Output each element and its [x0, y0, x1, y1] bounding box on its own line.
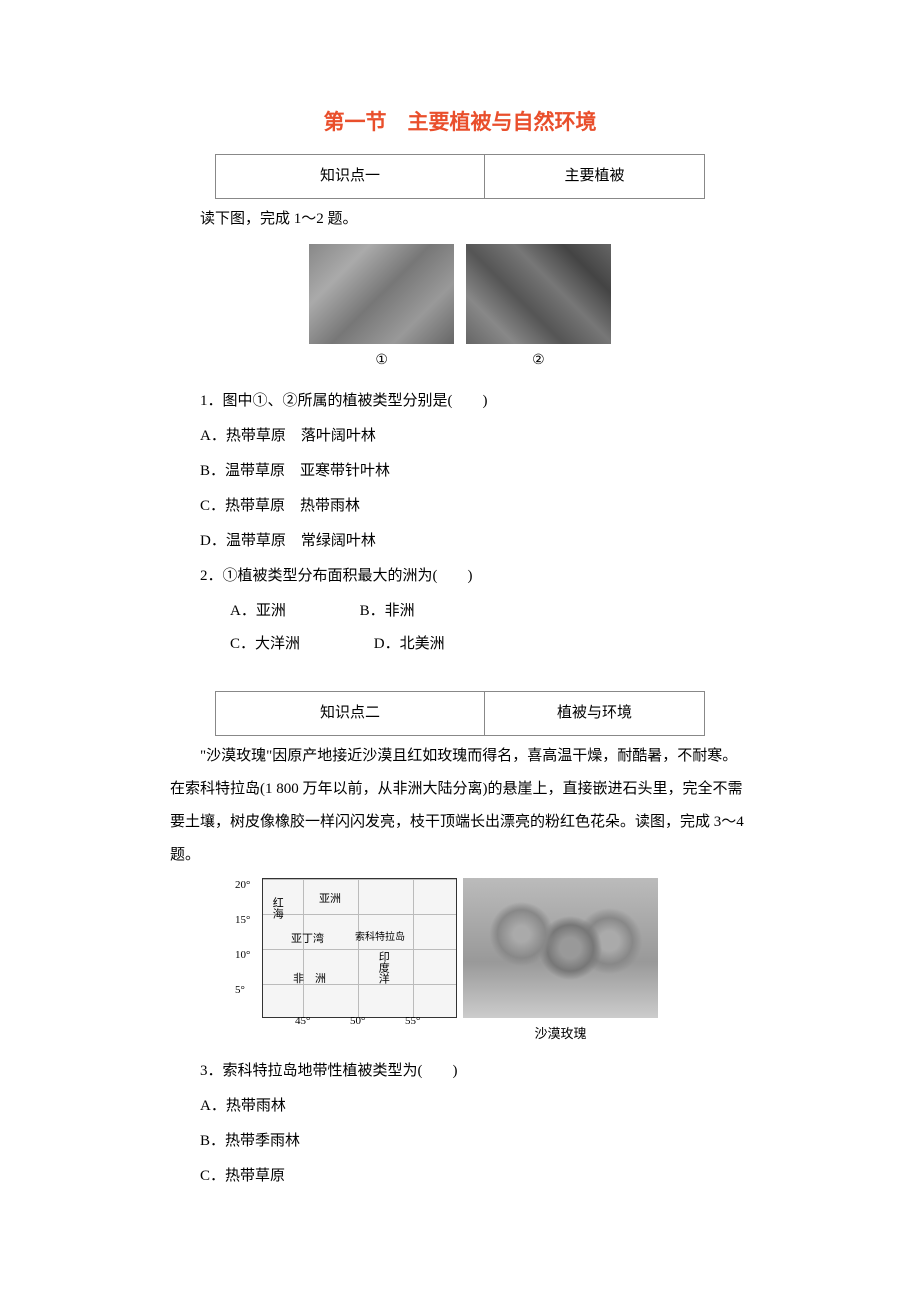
kp2-label: 知识点二: [216, 691, 485, 735]
q2-option-c: C．大洋洲: [200, 628, 300, 661]
figure-row-1: ① ②: [170, 244, 750, 377]
section-title: 第一节 主要植被与自然环境: [170, 100, 750, 146]
q1-option-a: A．热带草原 落叶阔叶林: [170, 420, 750, 453]
figure-row-2: 20° 15° 10° 5° 45° 50° 55° 亚洲 红海 亚丁湾 索科特…: [170, 878, 750, 1049]
q1-option-d: D．温带草原 常绿阔叶林: [170, 525, 750, 558]
q1-option-b: B．温带草原 亚寒带针叶林: [170, 455, 750, 488]
knowledge-point-1-table: 知识点一 主要植被: [215, 154, 705, 199]
q2-option-a: A．亚洲: [200, 595, 286, 628]
label-socotra: 索科特拉岛: [355, 927, 405, 949]
knowledge-point-2-table: 知识点二 植被与环境: [215, 691, 705, 736]
label-redsea: 红海: [265, 897, 289, 919]
label-asia: 亚洲: [319, 887, 341, 911]
lat-20: 20°: [235, 873, 250, 897]
q3-option-b: B．热带季雨林: [170, 1125, 750, 1158]
lon-45: 45°: [295, 1009, 310, 1033]
figure-2-caption: ②: [466, 346, 611, 377]
lat-15: 15°: [235, 908, 250, 932]
map-image: 20° 15° 10° 5° 45° 50° 55° 亚洲 红海 亚丁湾 索科特…: [262, 878, 457, 1018]
rose-image: [463, 878, 658, 1018]
q2-stem: 2．①植被类型分布面积最大的洲为( ): [170, 560, 750, 593]
figure-2: ②: [466, 244, 611, 377]
q3-option-a: A．热带雨林: [170, 1090, 750, 1123]
intro-text-1: 读下图，完成 1～2 题。: [170, 203, 750, 236]
q2-options-row1: A．亚洲 B．非洲: [170, 595, 750, 628]
q2-option-b: B．非洲: [330, 595, 415, 628]
label-indian: 印度洋: [371, 951, 395, 984]
figure-1-image: [309, 244, 454, 344]
q1-option-c: C．热带草原 热带雨林: [170, 490, 750, 523]
lat-10: 10°: [235, 943, 250, 967]
lon-55: 55°: [405, 1009, 420, 1033]
figure-1-caption: ①: [309, 346, 454, 377]
kp1-content: 主要植被: [484, 155, 704, 199]
label-africa: 非 洲: [293, 967, 326, 991]
kp1-label: 知识点一: [216, 155, 485, 199]
q3-option-c: C．热带草原: [170, 1160, 750, 1193]
lat-5: 5°: [235, 978, 245, 1002]
q3-stem: 3．索科特拉岛地带性植被类型为( ): [170, 1055, 750, 1088]
figure-1: ①: [309, 244, 454, 377]
label-aden: 亚丁湾: [291, 927, 324, 951]
q1-stem: 1．图中①、②所属的植被类型分别是( ): [170, 385, 750, 418]
passage-2: "沙漠玫瑰"因原产地接近沙漠且红如玫瑰而得名，喜高温干燥，耐酷暑，不耐寒。在索科…: [170, 740, 750, 872]
lon-50: 50°: [350, 1009, 365, 1033]
kp2-content: 植被与环境: [484, 691, 704, 735]
q2-options-row2: C．大洋洲 D．北美洲: [170, 628, 750, 661]
rose-caption: 沙漠玫瑰: [463, 1020, 658, 1049]
figure-2-image: [466, 244, 611, 344]
q2-option-d: D．北美洲: [344, 628, 445, 661]
